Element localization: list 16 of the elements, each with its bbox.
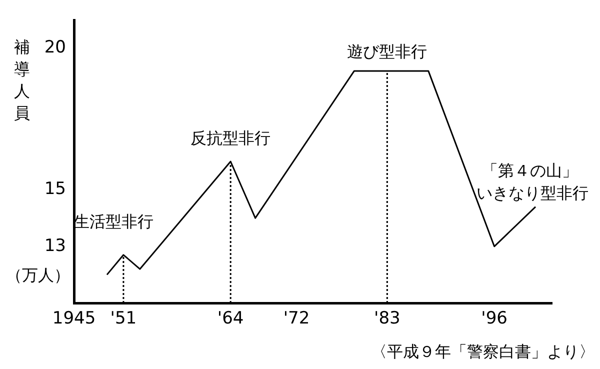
text: （万人） (6, 266, 70, 285)
x-tick-label: '96 (481, 308, 508, 329)
annotation: 遊び型非行 (347, 42, 428, 62)
x-tick-label: '64 (217, 308, 244, 329)
y-tick-label: 13 (44, 236, 66, 256)
x-tick-label: '72 (283, 308, 310, 329)
y-tick-label: 20 (44, 38, 66, 58)
x-tick-label: 1945 (52, 308, 96, 329)
annotation: 「第４の山」 (482, 161, 578, 180)
y-tick-label: 15 (44, 179, 66, 200)
annotation: 反抗型非行 (190, 128, 271, 148)
x-tick-label: '83 (374, 308, 400, 329)
annotation: いきなり型非行 (476, 184, 588, 203)
y-axis-title: 補導人員 (14, 37, 30, 122)
text: 〈平成９年「警察白書」より〉 (371, 342, 595, 362)
x-tick-label: '51 (110, 308, 137, 329)
